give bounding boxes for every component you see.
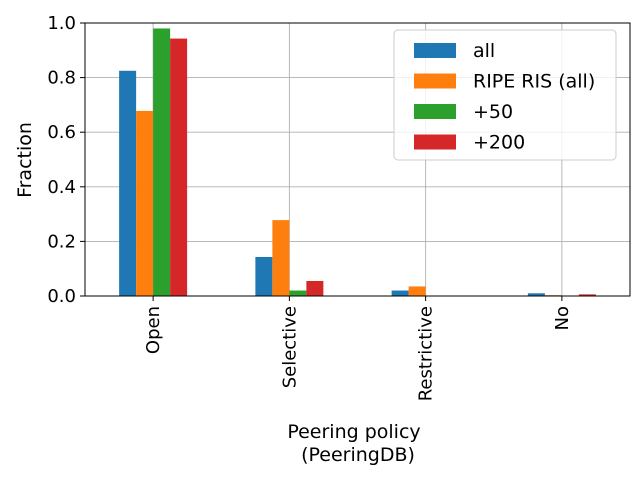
legend-box [393,29,617,161]
y-axis-label: Fraction [14,122,36,198]
x-axis-ticks: Open Selective Restrictive No [143,296,573,401]
legend-swatch [414,104,456,119]
y-tick-label: 0.2 [47,231,76,252]
bar-open-series-1 [136,110,154,296]
legend-label: +50 [473,101,513,123]
plot-frame [84,22,631,297]
bar-restrictive-series-0 [391,290,409,296]
x-axis-label-line1: Peering policy [287,421,420,443]
x-axis-label-line2: (PeeringDB) [301,444,415,466]
bar-open-series-2 [153,28,171,297]
bar-restrictive-series-1 [408,286,426,296]
bar-selective-series-1 [272,220,290,296]
y-tick-label: 0.4 [47,177,76,198]
bar-selective-series-3 [306,280,324,296]
legend-swatch [414,43,456,58]
y-axis-ticks: 0.0 0.2 0.4 0.6 0.8 1.0 [47,13,85,307]
legend-label: RIPE RIS (all) [473,71,595,93]
bar-open-series-0 [119,70,137,297]
x-tick-label-open: Open [143,306,164,354]
x-tick-label-no: No [552,306,573,330]
legend: all RIPE RIS (all) +50 +200 [393,29,617,161]
bar-selective-series-0 [255,256,273,296]
bar-no-series-3 [578,294,596,296]
legend-label: all [473,40,495,62]
legend-label: +200 [473,132,525,154]
y-tick-label: 0.0 [47,286,76,307]
y-tick-label: 1.0 [47,13,76,34]
y-tick-label: 0.8 [47,68,76,89]
x-tick-label-selective: Selective [279,306,300,388]
y-tick-label: 0.6 [47,122,76,143]
bar-selective-series-2 [289,290,307,296]
bars [119,28,596,297]
x-tick-label-restrictive: Restrictive [416,306,437,401]
bar-open-series-3 [170,38,188,296]
legend-swatch [414,73,456,89]
legend-swatch [414,134,456,150]
bar-no-series-0 [527,293,545,296]
